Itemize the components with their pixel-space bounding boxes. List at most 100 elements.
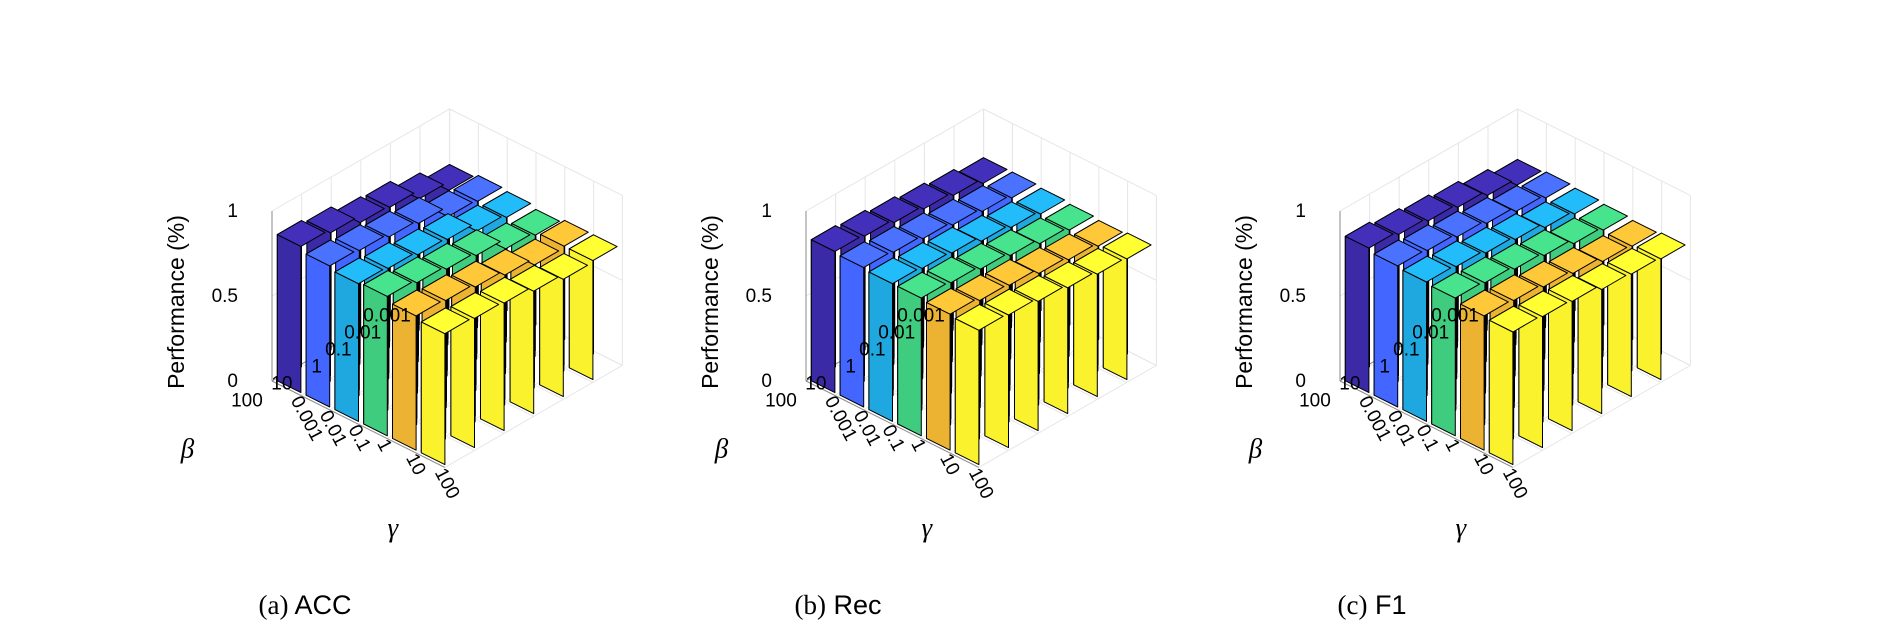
bar xyxy=(984,288,1034,449)
bar-top-face xyxy=(1520,201,1570,229)
beta-tick-label: 0.01 xyxy=(344,323,381,344)
bar-top-face xyxy=(422,242,472,270)
z-tick-label: 0.5 xyxy=(212,286,238,307)
bar-top-face xyxy=(1492,185,1541,212)
bar xyxy=(1460,289,1509,451)
bar-top-face xyxy=(898,242,947,269)
bar-top-face xyxy=(1521,171,1571,199)
bar-top-face xyxy=(482,191,532,218)
bar xyxy=(363,270,412,437)
bar-top-face xyxy=(364,210,414,238)
bar-top-face xyxy=(870,196,919,224)
bar-top-face xyxy=(1490,242,1540,270)
z-tick-label: 0 xyxy=(761,371,772,392)
gamma-tick-label: 1 xyxy=(1440,436,1464,455)
bar-top-face xyxy=(927,226,977,254)
caption-metric: Rec xyxy=(833,590,881,620)
bar xyxy=(420,307,470,466)
bar-top-face xyxy=(1044,233,1094,261)
bar xyxy=(480,276,529,432)
bar xyxy=(1577,263,1627,415)
bar-top-face xyxy=(1402,255,1452,283)
caption-tag: (a) xyxy=(259,590,289,620)
bar-top-face xyxy=(1520,229,1569,257)
bar-top-face xyxy=(1102,232,1152,260)
bar-top-face xyxy=(450,292,500,319)
beta-tick-label: 10 xyxy=(271,374,292,395)
bar xyxy=(450,292,500,449)
bar-top-face xyxy=(1404,194,1453,222)
gamma-axis-symbol: γ xyxy=(387,512,399,542)
beta-tick-label: 1 xyxy=(1379,357,1390,378)
bars xyxy=(1344,158,1686,466)
caption-metric: ACC xyxy=(294,590,351,620)
gamma-axis-symbol: γ xyxy=(1455,512,1467,542)
caption-metric: F1 xyxy=(1375,590,1407,620)
bar-top-face xyxy=(1432,240,1481,268)
beta-tick-labels: 100 10 10.10.010.001 xyxy=(231,306,411,412)
bar-top-face xyxy=(1015,217,1065,245)
beta-axis-symbol: β xyxy=(714,434,729,464)
bar-top-face xyxy=(509,264,559,292)
bar xyxy=(509,264,559,415)
floor-gridline xyxy=(978,364,1157,468)
x-axis-line xyxy=(805,380,980,468)
bar-top-face xyxy=(1607,247,1656,275)
bar-top-face xyxy=(1374,208,1424,235)
beta-tick-label: 10 xyxy=(805,374,826,395)
bar-top-face xyxy=(957,214,1006,242)
bar-front-face xyxy=(839,255,865,408)
z-tick-label: 0.5 xyxy=(746,286,772,307)
bar-top-face xyxy=(1433,181,1483,208)
bar xyxy=(1402,255,1452,422)
bar xyxy=(1518,290,1568,449)
bar-top-face xyxy=(1460,256,1510,284)
bar-front-face xyxy=(1488,319,1514,466)
bar-top-face xyxy=(394,197,444,224)
bar-front-face xyxy=(305,253,331,408)
bar-top-face xyxy=(1463,169,1512,196)
beta-tick-label: 0.1 xyxy=(1393,340,1419,361)
bar-top-face xyxy=(480,248,530,276)
bar xyxy=(1488,305,1538,466)
z-tick-labels: 00.51 xyxy=(212,201,238,392)
bar-top-face xyxy=(1014,247,1064,274)
bar-top-face xyxy=(453,175,503,202)
bar-top-face xyxy=(840,209,890,237)
beta-tick-label: 0.001 xyxy=(363,306,411,327)
bar-top-face xyxy=(335,224,384,252)
z-tick-labels: 00.51 xyxy=(746,201,772,392)
panel-caption: (c) F1 xyxy=(1338,590,1407,620)
bar-top-face xyxy=(392,256,442,284)
bar-top-face xyxy=(364,242,413,269)
bar-top-face xyxy=(276,220,326,247)
bar-top-face xyxy=(869,226,918,253)
bar-top-face xyxy=(955,274,1005,302)
bar-front-face xyxy=(509,278,535,415)
bar-front-face xyxy=(276,234,302,394)
bar-top-face xyxy=(421,274,471,302)
z-axis-label: Performance (%) xyxy=(697,215,723,389)
bar-top-face xyxy=(986,201,1036,229)
bar-top-face xyxy=(1519,260,1568,288)
bar xyxy=(926,287,975,451)
bar xyxy=(1073,247,1122,398)
bar-top-face xyxy=(1488,305,1538,333)
bar xyxy=(839,241,889,408)
z-tick-label: 1 xyxy=(761,201,772,222)
bar xyxy=(392,289,441,451)
beta-tick-label: 0.01 xyxy=(878,323,915,344)
z-axis-label: Performance (%) xyxy=(1231,215,1257,389)
bar-top-face xyxy=(480,276,529,304)
x-axis-line xyxy=(271,380,446,468)
bar-top-face xyxy=(393,228,443,256)
bar-top-face xyxy=(1608,219,1657,247)
bar-top-face xyxy=(1432,210,1482,238)
z-tick-label: 0.5 xyxy=(1280,286,1306,307)
bar-top-face xyxy=(1550,187,1600,215)
bar-top-face xyxy=(1491,213,1540,240)
bar-top-face xyxy=(1548,275,1597,302)
